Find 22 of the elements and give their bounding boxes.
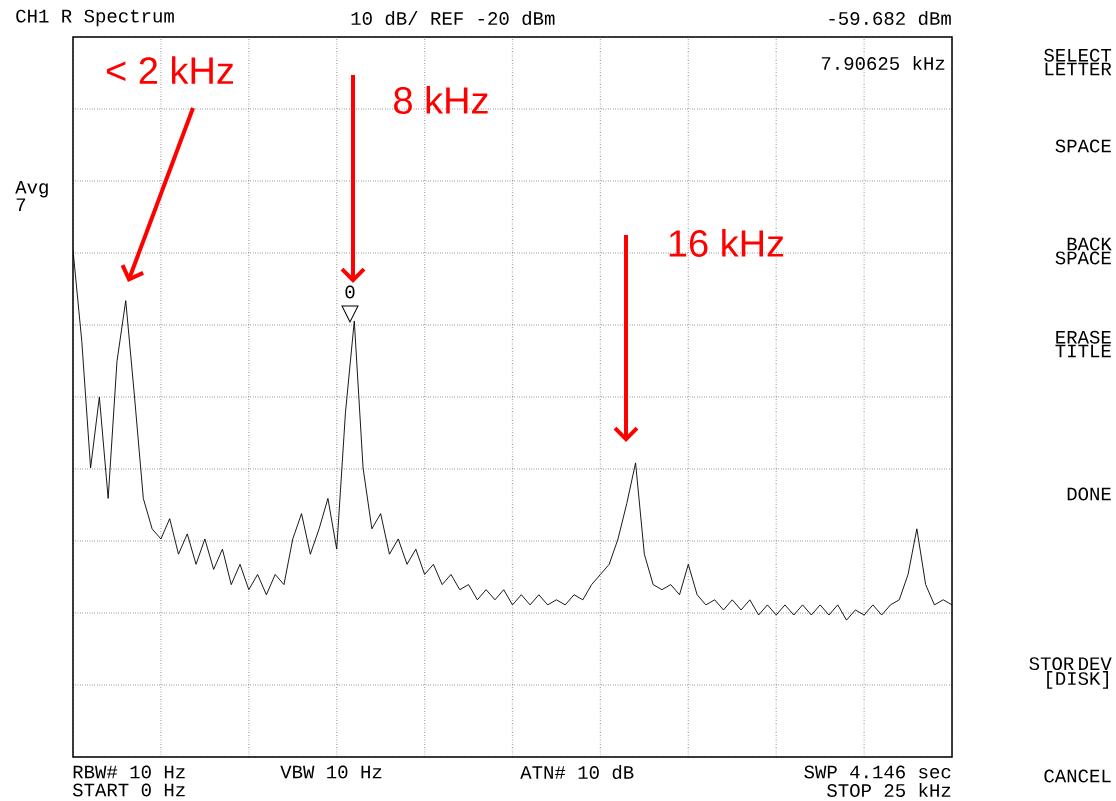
text: BACK SPACE — [1055, 237, 1112, 265]
text: CANCEL — [1044, 769, 1111, 783]
text: DONE — [1067, 487, 1111, 501]
text: -59.682 dBm — [829, 10, 951, 25]
text: 8 kHz — [394, 86, 488, 114]
text: 7.90625 kHz — [821, 56, 945, 70]
text: CH1 R Spectrum — [16, 9, 174, 27]
text: Avg 7 — [15, 181, 48, 211]
text: ERASE TITLE — [1055, 330, 1111, 358]
text: SWP 4.146 sec — [804, 765, 951, 779]
annotation: 0 — [345, 285, 355, 299]
text: STOR DEV [DISK] — [1029, 657, 1112, 689]
text: VBW 10 Hz — [280, 765, 382, 779]
text: STOP 25 kHz — [827, 783, 951, 797]
text: SELECT LETTER — [1044, 48, 1112, 76]
text: 10 dB/ REF -20 dBm — [351, 10, 555, 25]
annotation: 16 kHz — [669, 229, 784, 257]
text: ATN# 10 dB — [520, 764, 634, 779]
text: RBW# 10 Hz — [73, 765, 185, 779]
text: START 0 Hz — [72, 783, 185, 797]
text: SPACE — [1055, 139, 1111, 153]
text: < 2 kHz — [106, 56, 234, 84]
